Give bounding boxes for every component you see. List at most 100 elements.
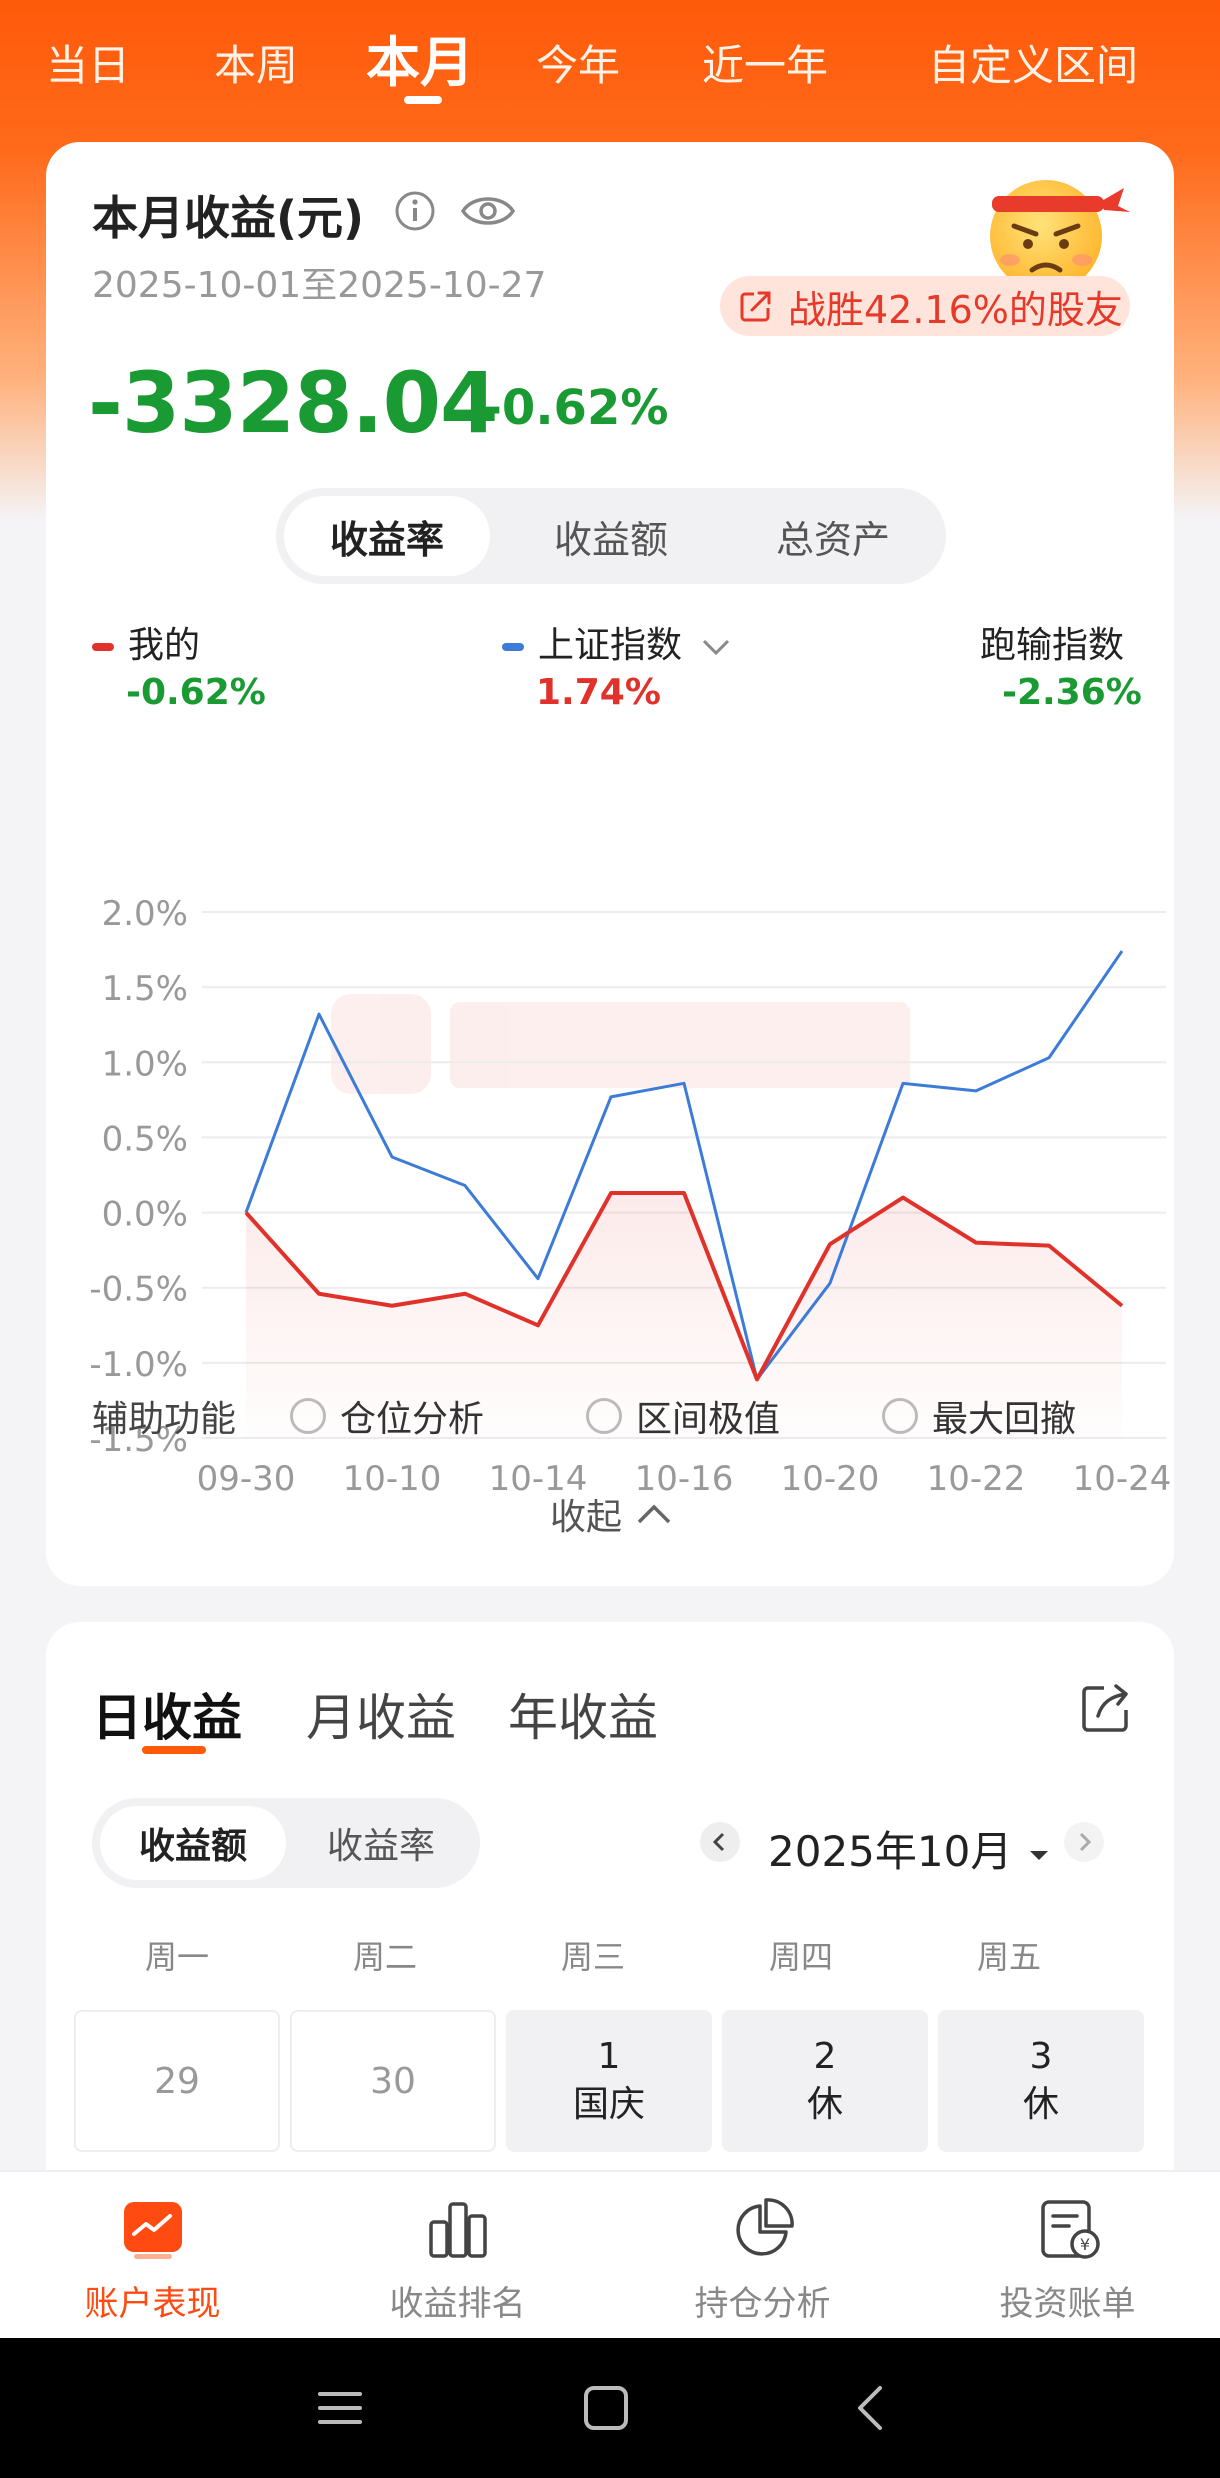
- series-line-index: [244, 950, 1124, 1381]
- seg-return-rate[interactable]: 收益率: [284, 496, 490, 576]
- tab-custom-range[interactable]: 自定义区间: [928, 41, 1139, 90]
- aux-option-label: 最大回撤: [932, 1399, 1077, 1440]
- seg-rate[interactable]: 收益率: [326, 1826, 435, 1867]
- calendar-day-cell[interactable]: 30: [290, 2010, 496, 2152]
- seg-total-assets[interactable]: 总资产: [775, 517, 890, 562]
- calendar-day-cell[interactable]: 29: [74, 2010, 280, 2152]
- trend-chart-icon: [124, 2202, 182, 2259]
- aux-option-label: 仓位分析: [340, 1399, 485, 1440]
- nav-investment-statement[interactable]: ¥ 投资账单: [915, 2172, 1220, 2340]
- tab-this-month[interactable]: 本月: [366, 31, 474, 94]
- weekday-tue: 周二: [352, 1938, 417, 1976]
- seg-return-amount[interactable]: 收益额: [553, 517, 668, 562]
- total-return-value: -3328.04: [88, 354, 498, 452]
- system-navigation-bar: [0, 2338, 1220, 2478]
- legend-diff: 跑输指数: [980, 616, 1124, 668]
- nav-holdings-analysis[interactable]: 持仓分析: [610, 2172, 915, 2340]
- series-line-mine: [244, 1191, 1124, 1382]
- radio-icon[interactable]: [882, 1398, 918, 1434]
- tab-last-year[interactable]: 近一年: [702, 41, 829, 90]
- legend-mine-value: -0.62%: [126, 672, 266, 713]
- mine-area-fill: [246, 1193, 1122, 1438]
- tab-this-year[interactable]: 今年: [536, 41, 621, 90]
- day-note: 休: [806, 2084, 843, 2125]
- info-icon[interactable]: [394, 190, 436, 232]
- calendar-day-cell[interactable]: 1 国庆: [506, 2010, 712, 2152]
- tab-yearly-returns[interactable]: 年收益: [508, 1689, 658, 1747]
- collapse-button[interactable]: 收起: [550, 1488, 672, 1540]
- weekday-wed: 周三: [560, 1938, 625, 1976]
- next-month-button[interactable]: [1064, 1822, 1104, 1862]
- y-tick-label: -1.5%: [89, 1420, 188, 1460]
- nav-label: 收益排名: [389, 2284, 526, 2324]
- date-range: 2025-10-01至2025-10-27: [92, 265, 547, 306]
- chevron-down-icon[interactable]: [701, 637, 731, 657]
- calendar-day-cell[interactable]: 2 休: [722, 2010, 928, 2152]
- beat-percentage-badge[interactable]: 战胜42.16%的股友: [720, 276, 1130, 336]
- home-icon[interactable]: [580, 2382, 632, 2434]
- prev-month-button[interactable]: [700, 1822, 740, 1862]
- legend-diff-label: 跑输指数: [980, 625, 1125, 666]
- tab-today[interactable]: 当日: [46, 41, 131, 90]
- export-icon[interactable]: [1078, 1680, 1134, 1736]
- x-tick-label: 10-20: [781, 1459, 880, 1499]
- aux-option-label: 区间极值: [636, 1399, 781, 1440]
- bill-icon: ¥: [1041, 2200, 1100, 2259]
- legend-dot-mine: [92, 643, 114, 651]
- nav-account-performance[interactable]: 账户表现: [0, 2172, 305, 2340]
- return-line-chart[interactable]: 2.0% 1.5% 1.0% 0.5% 0.0% -0.5% -1.0% -1.5% 09-3…: [46, 732, 1174, 1502]
- calendar-day-cell[interactable]: 3 休: [938, 2010, 1144, 2152]
- nav-return-ranking[interactable]: 收益排名: [305, 2172, 610, 2340]
- chevron-up-icon: [637, 1504, 671, 1524]
- bar-chart-icon: [429, 2202, 487, 2258]
- day-number: 3: [1029, 2036, 1053, 2077]
- day-number: 1: [597, 2036, 621, 2077]
- y-tick-label: -1.0%: [89, 1345, 188, 1385]
- weekday-fri: 周五: [976, 1938, 1041, 1976]
- collapse-label: 收起: [550, 1497, 623, 1538]
- legend-index-value: 1.74%: [536, 672, 661, 713]
- legend-diff-value: -2.36%: [1002, 672, 1142, 713]
- legend-index[interactable]: 上证指数: [502, 616, 731, 668]
- legend-mine: 我的: [92, 616, 200, 668]
- y-tick-label: 1.0%: [102, 1044, 188, 1084]
- eye-icon[interactable]: [460, 190, 516, 232]
- angry-mascot-icon: [990, 180, 1130, 292]
- back-icon[interactable]: [846, 2382, 898, 2434]
- day-note: 国庆: [572, 2084, 645, 2125]
- x-tick-label: 10-14: [489, 1459, 588, 1499]
- nav-label: 持仓分析: [694, 2284, 831, 2324]
- tab-monthly-returns[interactable]: 月收益: [306, 1689, 456, 1747]
- beat-text: 战胜42.16%的股友: [788, 287, 1123, 332]
- radio-icon[interactable]: [586, 1398, 622, 1434]
- menu-icon[interactable]: [314, 2382, 366, 2434]
- x-tick-label: 10-24: [1073, 1459, 1172, 1499]
- x-tick-label: 09-30: [197, 1459, 296, 1499]
- share-icon: [740, 291, 771, 322]
- pie-chart-icon: [736, 2198, 794, 2256]
- aux-functions-label: 辅助功能: [92, 1399, 237, 1440]
- legend-dot-index: [502, 643, 524, 651]
- day-number: 29: [154, 2060, 200, 2102]
- day-note: 休: [1022, 2084, 1059, 2125]
- y-tick-label: 2.0%: [102, 894, 188, 934]
- day-number: 30: [370, 2060, 416, 2102]
- day-number: 2: [813, 2036, 837, 2077]
- aux-max-drawdown[interactable]: 最大回撤: [882, 1390, 1076, 1442]
- month-selector[interactable]: 2025年10月: [768, 1818, 1052, 1879]
- monthly-returns-card: 本月收益(元) 2025-10-01至2025-10-27 战: [46, 142, 1174, 1586]
- x-tick-label: 10-22: [927, 1459, 1026, 1499]
- tab-daily-returns[interactable]: 日收益: [92, 1689, 242, 1747]
- legend-mine-label: 我的: [128, 625, 201, 666]
- total-return-pct: -0.62%: [482, 380, 669, 436]
- radio-icon[interactable]: [290, 1398, 326, 1434]
- returns-segmented-control: 收益额 收益率: [92, 1798, 480, 1888]
- aux-range-extremes[interactable]: 区间极值: [586, 1390, 780, 1442]
- y-tick-label: -0.5%: [89, 1270, 188, 1310]
- nav-label: 投资账单: [999, 2284, 1136, 2324]
- caret-down-icon: [1029, 1850, 1048, 1860]
- tab-this-week[interactable]: 本周: [214, 41, 299, 90]
- aux-position-analysis[interactable]: 仓位分析: [290, 1390, 484, 1442]
- seg-amount[interactable]: 收益额: [100, 1806, 286, 1880]
- y-tick-label: 1.5%: [102, 969, 188, 1009]
